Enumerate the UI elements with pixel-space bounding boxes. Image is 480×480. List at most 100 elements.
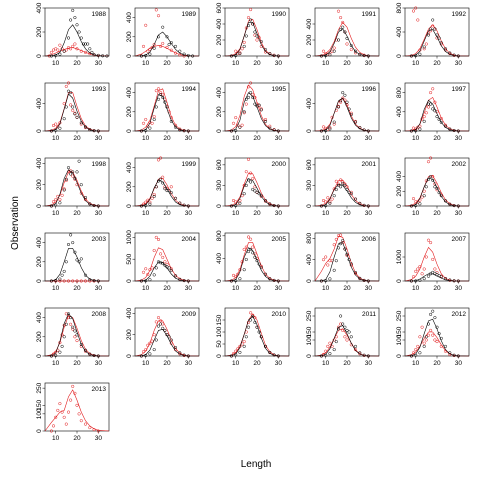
red-point xyxy=(231,198,236,203)
y-tick-label: 200 xyxy=(36,26,43,37)
black-point xyxy=(255,259,259,263)
red-point xyxy=(64,178,68,182)
black-point xyxy=(144,128,148,133)
x-tick-label: 30 xyxy=(185,135,193,142)
black-point xyxy=(349,44,353,48)
red-point xyxy=(71,279,75,283)
x-tick-label: 30 xyxy=(275,135,283,142)
black-point xyxy=(345,36,349,40)
y-tick-label: 400 xyxy=(306,18,313,29)
red-point xyxy=(56,48,60,52)
black-point xyxy=(92,353,96,358)
black-point xyxy=(148,278,152,282)
black-point xyxy=(173,125,178,129)
black-point xyxy=(353,344,358,348)
black-point xyxy=(165,189,169,193)
red-point xyxy=(79,49,83,53)
panel-2008: 10 20 30 0 200 400 2008 xyxy=(36,307,110,367)
black-point xyxy=(178,201,182,205)
y-tick-label: 800 xyxy=(396,87,403,98)
black-point xyxy=(144,53,148,58)
black-point xyxy=(414,353,418,357)
black-point xyxy=(69,18,73,22)
black-point xyxy=(422,45,426,49)
black-point xyxy=(448,202,452,206)
black-point xyxy=(49,354,53,358)
x-tick-label: 20 xyxy=(433,135,441,142)
red-point xyxy=(144,117,148,122)
red-point xyxy=(431,257,435,261)
black-point xyxy=(58,52,62,56)
y-tick-label: 0 xyxy=(36,204,43,208)
black-point xyxy=(268,350,272,354)
black-point xyxy=(448,127,452,131)
black-point xyxy=(156,179,161,183)
red-point xyxy=(69,103,73,107)
x-tick-label: 20 xyxy=(433,285,441,292)
red-point xyxy=(435,271,439,275)
y-tick-label: 200 xyxy=(126,329,133,340)
black-point xyxy=(268,202,272,206)
y-tick-label: 400 xyxy=(306,98,313,109)
black-point xyxy=(58,350,62,354)
red-point xyxy=(244,170,248,174)
x-tick-label: 20 xyxy=(343,285,351,292)
x-tick-label: 30 xyxy=(185,360,193,367)
x-tick-label: 30 xyxy=(275,360,283,367)
y-tick-label: 400 xyxy=(216,18,223,29)
black-point xyxy=(96,279,100,283)
black-point xyxy=(272,203,276,208)
panel-year-label: 1988 xyxy=(92,11,107,18)
y-tick-label: 0 xyxy=(216,54,223,58)
red-point xyxy=(330,197,334,201)
black-point xyxy=(431,178,435,182)
red-point xyxy=(152,42,156,47)
x-tick-label: 10 xyxy=(412,60,420,67)
black-point xyxy=(234,128,238,133)
black-point xyxy=(105,54,109,58)
black-point xyxy=(161,181,165,185)
black-fit-line xyxy=(44,24,110,57)
y-tick-label: 50 xyxy=(216,340,223,348)
black-point xyxy=(73,176,77,180)
black-point xyxy=(54,353,58,358)
y-tick-label: 500 xyxy=(126,253,133,264)
black-point xyxy=(161,95,165,99)
black-point xyxy=(167,335,171,339)
black-point xyxy=(431,18,435,22)
red-point xyxy=(156,14,161,18)
black-point xyxy=(238,201,242,205)
red-point xyxy=(92,428,96,432)
x-tick-label: 30 xyxy=(185,285,193,292)
x-tick-label: 20 xyxy=(253,210,261,217)
red-point xyxy=(424,111,428,115)
black-point xyxy=(259,265,263,269)
red-point xyxy=(431,87,435,91)
black-point xyxy=(409,279,413,283)
black-point xyxy=(178,351,182,355)
black-point xyxy=(58,126,62,130)
red-point xyxy=(240,47,244,51)
black-point xyxy=(83,348,88,352)
y-tick-label: 0 xyxy=(396,354,403,358)
y-tick-label: 150 xyxy=(36,399,43,410)
black-point xyxy=(169,41,173,45)
red-point xyxy=(54,415,58,419)
black-point xyxy=(244,335,248,339)
panel-1996: 10 20 30 0 400 1996 xyxy=(306,82,380,142)
x-tick-label: 10 xyxy=(142,285,150,292)
red-point xyxy=(240,123,244,127)
black-point xyxy=(366,129,370,133)
red-point xyxy=(169,48,173,52)
black-point xyxy=(443,199,448,203)
black-point xyxy=(49,204,53,208)
black-point xyxy=(418,52,422,56)
red-point xyxy=(263,117,268,122)
black-point xyxy=(79,121,83,125)
black-point xyxy=(152,273,156,277)
y-tick-label: 200 xyxy=(36,179,43,190)
x-tick-label: 20 xyxy=(163,285,171,292)
black-fit-line xyxy=(224,22,290,57)
red-point xyxy=(141,350,146,354)
